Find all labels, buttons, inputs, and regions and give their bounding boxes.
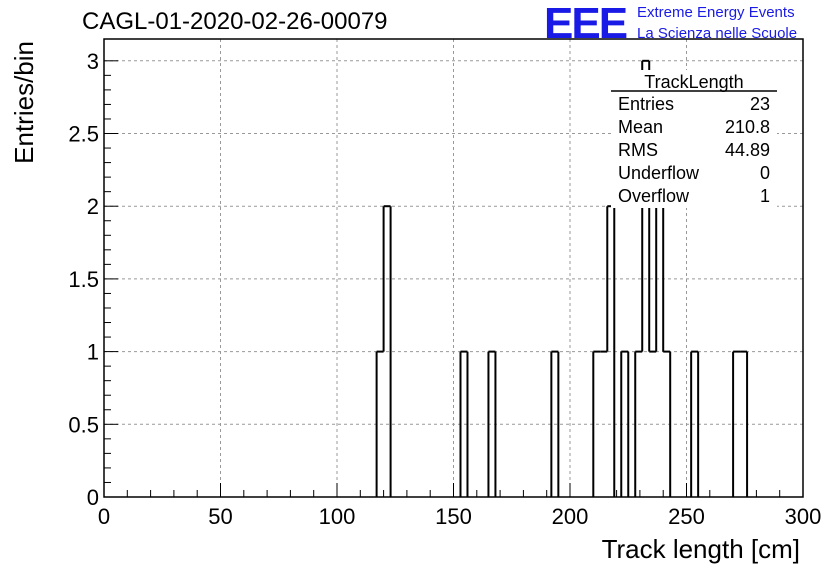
- x-tick-label: 300: [785, 504, 822, 529]
- stats-label: Entries: [618, 94, 674, 114]
- logo-line-2: La Scienza nelle Scuole: [637, 25, 798, 42]
- y-tick-label: 0.5: [68, 412, 99, 437]
- x-tick-label: 50: [208, 504, 232, 529]
- stats-value: 44.89: [725, 140, 770, 160]
- x-tick-label: 250: [668, 504, 705, 529]
- x-tick-label: 100: [319, 504, 356, 529]
- x-tick-label: 0: [98, 504, 110, 529]
- x-axis-label: Track length [cm]: [602, 534, 800, 564]
- y-tick-label: 0: [87, 485, 99, 510]
- stats-label: Underflow: [618, 163, 700, 183]
- stats-value: 210.8: [725, 117, 770, 137]
- stats-value: 1: [760, 186, 770, 206]
- eee-logo: EEE: [544, 0, 628, 48]
- y-tick-label: 1.5: [68, 267, 99, 292]
- y-tick-label: 3: [87, 49, 99, 74]
- y-tick-label: 1: [87, 340, 99, 365]
- x-tick-label: 150: [435, 504, 472, 529]
- stats-value: 0: [760, 163, 770, 183]
- stats-box-title: TrackLength: [644, 72, 743, 92]
- stats-box: [611, 70, 777, 208]
- stats-label: RMS: [618, 140, 658, 160]
- x-tick-label: 200: [552, 504, 589, 529]
- y-tick-label: 2: [87, 194, 99, 219]
- y-tick-label: 2.5: [68, 122, 99, 147]
- stats-label: Mean: [618, 117, 663, 137]
- chart-title: CAGL-01-2020-02-26-00079: [82, 8, 388, 35]
- stats-value: 23: [750, 94, 770, 114]
- logo-line-1: Extreme Energy Events: [637, 4, 795, 21]
- y-axis-label: Entries/bin: [9, 41, 39, 164]
- stats-label: Overflow: [618, 186, 690, 206]
